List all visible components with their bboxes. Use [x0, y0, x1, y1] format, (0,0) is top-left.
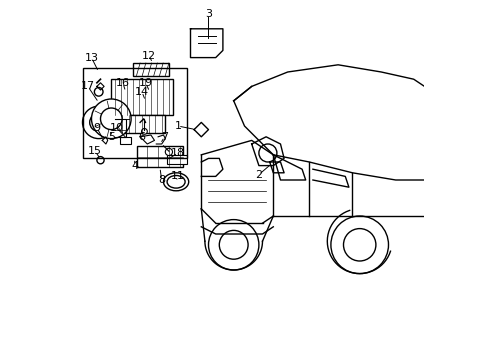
Text: 3: 3	[204, 9, 212, 19]
Bar	[111, 79, 172, 115]
Text: 9: 9	[93, 123, 100, 133]
Text: 13: 13	[84, 53, 98, 63]
Text: 14: 14	[135, 87, 149, 97]
Text: 15: 15	[88, 146, 102, 156]
Circle shape	[101, 108, 122, 130]
Bar	[167, 155, 186, 164]
Circle shape	[97, 157, 104, 164]
Circle shape	[208, 220, 258, 270]
Text: 7: 7	[161, 132, 168, 142]
Circle shape	[94, 87, 103, 96]
Bar	[82, 68, 186, 158]
Circle shape	[165, 148, 172, 156]
Text: 19: 19	[138, 78, 152, 88]
Text: 10: 10	[109, 123, 123, 133]
Ellipse shape	[167, 175, 185, 188]
Text: 17: 17	[81, 81, 95, 91]
Text: 11: 11	[170, 171, 184, 181]
Text: 5: 5	[107, 132, 115, 142]
Text: 6: 6	[138, 132, 145, 142]
Circle shape	[89, 113, 107, 131]
Text: 4: 4	[131, 161, 138, 171]
Bar	[120, 137, 131, 144]
Circle shape	[82, 106, 115, 139]
Circle shape	[258, 144, 276, 162]
Bar	[118, 115, 165, 133]
Text: 18: 18	[170, 148, 184, 158]
Text: 8: 8	[158, 175, 165, 185]
Text: 12: 12	[142, 51, 156, 61]
Text: 1: 1	[174, 121, 181, 131]
Circle shape	[219, 230, 247, 259]
Bar	[136, 146, 183, 167]
Circle shape	[141, 129, 147, 134]
Ellipse shape	[163, 173, 188, 191]
Circle shape	[343, 229, 375, 261]
Text: 2: 2	[255, 170, 262, 180]
Bar	[133, 63, 168, 76]
Text: 16: 16	[116, 78, 129, 88]
Circle shape	[91, 99, 131, 139]
Circle shape	[330, 216, 387, 274]
